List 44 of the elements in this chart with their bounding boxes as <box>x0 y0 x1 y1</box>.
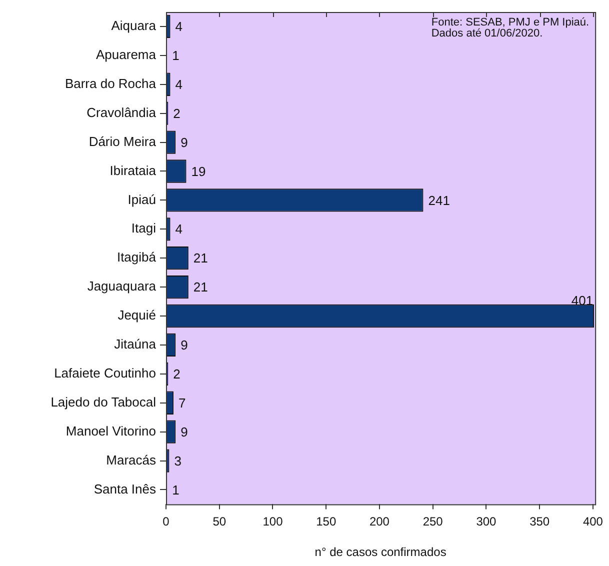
data-label: 2 <box>173 106 180 121</box>
x-tick-label: 100 <box>262 514 284 529</box>
data-label: 241 <box>428 192 450 208</box>
annotation: Fonte: SESAB, PMJ e PM Ipiaú. Dados até 01/06/2020. <box>431 16 590 40</box>
x-axis-title: n° de casos confirmados <box>314 545 446 560</box>
data-label: 19 <box>191 164 206 179</box>
y-tick-label: Ipiaú <box>128 192 156 207</box>
x-tick-label: 250 <box>422 514 444 529</box>
data-label: 9 <box>180 338 188 353</box>
x-tick-label: 300 <box>476 514 497 529</box>
x-tick-label: 50 <box>212 514 226 529</box>
data-label: 21 <box>193 280 208 295</box>
y-tick-label: Lafaiete Coutinho <box>54 365 156 380</box>
data-label: 4 <box>175 222 183 237</box>
x-tick-label: 400 <box>582 514 604 529</box>
data-label: 9 <box>180 134 188 150</box>
x-tick-label: 200 <box>369 514 390 529</box>
y-tick-label: Jaguaquara <box>87 278 157 294</box>
y-tick-label: Itagi <box>131 220 156 236</box>
y-tick-label: Jequié <box>118 308 156 323</box>
y-tick-label: Cravolândia <box>86 104 157 120</box>
data-label: 4 <box>175 19 183 34</box>
y-tick-label: Ibirataia <box>110 162 157 178</box>
y-tick-label: Santa Inês <box>94 481 156 496</box>
x-tick-label: 0 <box>162 514 170 529</box>
data-label: 4 <box>175 76 183 92</box>
data-label: 7 <box>178 395 186 410</box>
y-tick-label: Jitaúna <box>114 336 157 352</box>
x-tick-label: 350 <box>530 514 550 529</box>
y-tick-label: Dário Meira <box>88 134 157 149</box>
y-tick-label: Itagibá <box>116 250 157 265</box>
data-label: 3 <box>174 453 182 468</box>
data-label: 21 <box>193 250 208 266</box>
data-label: 1 <box>172 482 180 498</box>
y-tick-label: Manoel Vitorino <box>66 423 156 438</box>
data-label: 1 <box>172 48 180 64</box>
y-tick-label: Barra do Rocha <box>64 76 157 91</box>
data-label: 9 <box>180 424 188 440</box>
y-tick-label: Aiquara <box>111 18 157 34</box>
data-label: 2 <box>173 366 180 382</box>
x-tick-label: 150 <box>316 514 336 529</box>
y-tick-label: Maracás <box>106 452 156 468</box>
y-tick-label: Apuarema <box>96 47 157 62</box>
y-tick-label: Lajedo do Tabocal <box>50 394 156 410</box>
